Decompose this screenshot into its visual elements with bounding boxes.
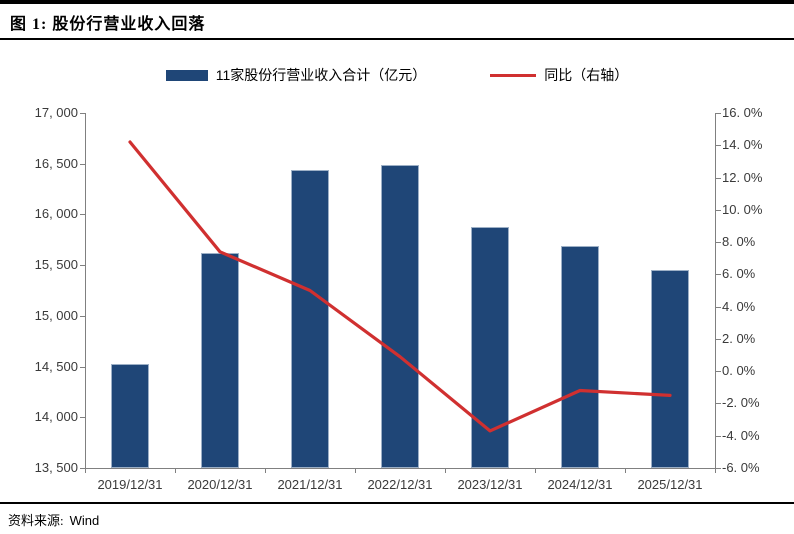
source-value: Wind bbox=[69, 513, 100, 528]
y-axis-right-tick bbox=[716, 209, 721, 211]
title-underline-rule bbox=[0, 38, 794, 40]
y-axis-right-tick-label: 12. 0% bbox=[722, 169, 763, 185]
revenue-bar bbox=[381, 164, 419, 468]
legend-item-revenue: 11家股份行营业收入合计（亿元） bbox=[165, 65, 427, 85]
x-axis-tick bbox=[715, 469, 716, 473]
revenue-bar bbox=[291, 169, 329, 468]
y-axis-left-tick-label: 16, 000 bbox=[34, 206, 78, 222]
x-axis-tick bbox=[175, 469, 176, 473]
y-axis-left-tick bbox=[80, 214, 85, 216]
y-axis-right-tick bbox=[716, 113, 721, 114]
y-axis-right-tick bbox=[716, 338, 721, 340]
y-axis-right-tick bbox=[716, 177, 721, 179]
y-axis-left-tick-label: 17, 000 bbox=[34, 105, 78, 120]
y-axis-left-tick bbox=[80, 163, 85, 165]
y-axis-right-tick bbox=[716, 403, 721, 405]
x-axis-category-label: 2024/12/31 bbox=[547, 477, 613, 492]
y-axis-right-tick-label: 10. 0% bbox=[722, 201, 763, 217]
revenue-bar bbox=[471, 226, 509, 468]
y-axis-left-tick-label: 15, 500 bbox=[34, 257, 78, 273]
y-axis-right-tick-label: 0. 0% bbox=[722, 363, 756, 379]
y-axis-right-tick-label: 6. 0% bbox=[722, 266, 756, 282]
revenue-bar bbox=[201, 252, 239, 468]
x-axis-category-label: 2019/12/31 bbox=[97, 477, 163, 492]
figure-title: 图 1: 股份行营业收入回落 bbox=[10, 16, 206, 33]
y-axis-left-tick bbox=[80, 265, 85, 267]
bar-series-swatch bbox=[165, 69, 208, 81]
y-axis-left-tick bbox=[80, 468, 85, 469]
y-axis-right-line bbox=[715, 113, 716, 469]
x-axis-tick bbox=[355, 469, 356, 473]
y-axis-right-tick bbox=[716, 145, 721, 147]
line-series-swatch bbox=[490, 73, 537, 77]
y-axis-left-tick-label: 16, 500 bbox=[34, 155, 78, 171]
x-axis-tick bbox=[265, 469, 266, 473]
y-axis-right-tick bbox=[716, 306, 721, 308]
y-axis-right-tick bbox=[716, 274, 721, 276]
y-axis-right-tick-label: 8. 0% bbox=[722, 234, 756, 250]
y-axis-right-tick-label: 14. 0% bbox=[722, 137, 763, 153]
source-label: 资料来源: bbox=[8, 513, 64, 528]
x-axis-category-label: 2021/12/31 bbox=[277, 477, 343, 492]
y-axis-right-tick-label: 4. 0% bbox=[722, 298, 756, 314]
x-axis-tick bbox=[625, 469, 626, 473]
legend-label-yoy: 同比（右轴） bbox=[544, 67, 629, 83]
revenue-bar bbox=[111, 363, 149, 468]
x-axis-category-label: 2025/12/31 bbox=[637, 477, 703, 492]
x-axis-category-label: 2020/12/31 bbox=[187, 477, 253, 492]
top-border-rule bbox=[0, 0, 794, 4]
footer-rule bbox=[0, 502, 794, 504]
y-axis-left-tick-label: 14, 500 bbox=[34, 358, 78, 374]
x-axis-tick bbox=[445, 469, 446, 473]
y-axis-right-tick bbox=[716, 468, 721, 469]
y-axis-left-line bbox=[85, 113, 86, 469]
chart-legend: 11家股份行营业收入合计（亿元） 同比（右轴） bbox=[0, 62, 794, 88]
y-axis-right-tick-label: -4. 0% bbox=[722, 427, 760, 443]
y-axis-right-tick-label: 16. 0% bbox=[722, 105, 763, 120]
y-axis-right-tick-label: -2. 0% bbox=[722, 395, 760, 411]
legend-label-revenue: 11家股份行营业收入合计（亿元） bbox=[215, 67, 427, 83]
y-axis-right-tick bbox=[716, 242, 721, 244]
revenue-bar bbox=[651, 270, 689, 468]
y-axis-left-tick bbox=[80, 417, 85, 419]
x-axis-category-label: 2023/12/31 bbox=[457, 477, 523, 492]
y-axis-left-tick bbox=[80, 315, 85, 317]
legend-item-yoy: 同比（右轴） bbox=[490, 65, 628, 85]
x-axis-category-label: 2022/12/31 bbox=[367, 477, 433, 492]
y-axis-right-tick bbox=[716, 435, 721, 437]
x-axis-tick bbox=[535, 469, 536, 473]
y-axis-right-tick bbox=[716, 371, 721, 373]
y-axis-left-tick-label: 13, 500 bbox=[34, 460, 78, 475]
y-axis-left-tick bbox=[80, 113, 85, 114]
y-axis-left-tick-label: 14, 000 bbox=[34, 409, 78, 425]
y-axis-right-tick-label: 2. 0% bbox=[722, 330, 756, 346]
source-note: 资料来源: Wind bbox=[8, 510, 99, 529]
revenue-bar bbox=[561, 245, 599, 468]
x-axis-tick bbox=[85, 469, 86, 473]
y-axis-left-tick bbox=[80, 366, 85, 368]
x-axis-line bbox=[85, 468, 716, 469]
y-axis-right-tick-label: -6. 0% bbox=[722, 460, 760, 475]
y-axis-left-tick-label: 15, 000 bbox=[34, 307, 78, 323]
